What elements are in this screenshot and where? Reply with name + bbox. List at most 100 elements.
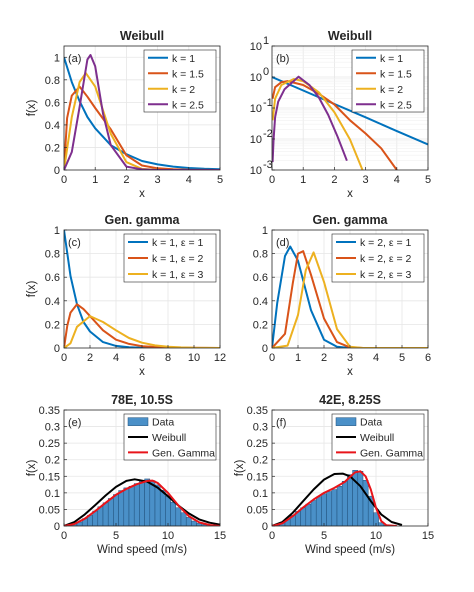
legend-label: Data xyxy=(360,417,382,429)
histogram-bar xyxy=(362,480,369,526)
y-tick-label-exponent: 1 xyxy=(263,35,269,47)
x-tick-label: 0 xyxy=(269,530,275,542)
x-axis-label: x xyxy=(139,366,145,378)
x-tick-label: 5 xyxy=(321,530,327,542)
x-tick-label: 8 xyxy=(165,352,171,364)
panel-e: 0 5 10 15 0 0.05 0.1 0.15 0.2 0.25 0.3 0.35 78E, 10.… xyxy=(26,393,226,556)
y-tick-label: 0.8 xyxy=(45,75,60,87)
histogram-bar xyxy=(170,501,177,526)
y-tick-label: 0.4 xyxy=(253,296,268,308)
histogram-bar xyxy=(159,489,166,526)
y-tick-label: 0.05 xyxy=(247,504,268,516)
y-tick-label: 0.6 xyxy=(45,97,60,109)
series-line xyxy=(272,470,397,526)
panel-label: (e) xyxy=(68,417,81,429)
legend-box xyxy=(351,49,425,113)
y-tick-label-base: 10 xyxy=(250,41,262,53)
x-tick-label: 0 xyxy=(269,174,275,186)
series-line xyxy=(64,315,220,348)
y-tick-label: 0 xyxy=(262,343,268,355)
series-line xyxy=(272,76,428,146)
series-line xyxy=(272,245,428,348)
x-tick-label: 4 xyxy=(113,352,119,364)
histogram-bar xyxy=(305,503,312,526)
x-tick-label: 0 xyxy=(61,174,67,186)
series-line xyxy=(272,251,428,348)
legend-label: k = 2.5 xyxy=(172,99,204,111)
panel-title: Weibull xyxy=(120,29,164,43)
legend: k = 1 k = 1.5 k = 2 k = 2.5 xyxy=(143,49,217,113)
legend: Data Weibull Gen. Gamma xyxy=(331,413,425,461)
legend-label: k = 2, ε = 3 xyxy=(360,269,412,281)
axes-box xyxy=(63,45,221,171)
x-tick-label: 6 xyxy=(425,352,431,364)
series-line xyxy=(64,54,220,170)
y-tick-label: 0.2 xyxy=(253,319,268,331)
legend-box xyxy=(143,49,217,113)
y-tick-label: 1 xyxy=(262,225,268,237)
legend-label: k = 2, ε = 2 xyxy=(360,253,412,265)
x-tick-label: 2 xyxy=(321,352,327,364)
x-tick-label: 1 xyxy=(92,174,98,186)
panel-title: Gen. gamma xyxy=(312,213,388,227)
histogram-bar xyxy=(310,500,317,526)
legend: k = 1 k = 1.5 k = 2 k = 2.5 xyxy=(351,49,425,113)
x-tick-label: 2 xyxy=(123,174,129,186)
histogram-bar xyxy=(154,484,161,526)
y-tick-label: 0.8 xyxy=(253,249,268,261)
y-axis-label: f(x) xyxy=(26,100,38,117)
y-tick-label: 0.2 xyxy=(45,455,60,467)
axes-box xyxy=(63,409,221,527)
x-tick-label: 4 xyxy=(394,174,400,186)
x-tick-label: 5 xyxy=(217,174,223,186)
histogram-bar xyxy=(139,480,145,526)
legend-label: k = 1 xyxy=(380,53,403,65)
histogram-bar xyxy=(326,491,333,526)
legend: Data Weibull Gen. Gamma xyxy=(123,413,217,461)
histogram-bar xyxy=(191,520,197,526)
histogram-bar xyxy=(321,493,327,526)
y-tick-label: 0.6 xyxy=(253,272,268,284)
y-tick-label-base: 10 xyxy=(250,134,262,146)
panel-label: (c) xyxy=(68,237,81,249)
x-axis-label: x xyxy=(139,188,145,200)
legend-label: Data xyxy=(152,417,174,429)
y-tick-label: 0 xyxy=(262,521,268,533)
y-tick-label: 0.2 xyxy=(45,142,60,154)
x-tick-label: 10 xyxy=(370,530,382,542)
legend: k = 2, ε = 1 k = 2, ε = 2 k = 2, ε = 3 xyxy=(331,233,425,283)
legend-label: Gen. Gamma xyxy=(152,447,215,459)
legend-label: Gen. Gamma xyxy=(360,447,423,459)
x-tick-label: 5 xyxy=(425,174,431,186)
x-tick-label: 1 xyxy=(295,352,301,364)
y-axis-label: f(x) xyxy=(234,460,246,477)
axes-box xyxy=(271,409,429,527)
plot-content xyxy=(272,75,428,170)
series-line xyxy=(64,479,220,526)
histogram-bar xyxy=(107,498,114,526)
y-tick-label: 0.3 xyxy=(45,422,60,434)
panel-c: 0 2 4 6 8 10 12 0 0.2 0.4 0.6 0.8 1 Gen. gamma x f(x) (c… xyxy=(26,213,226,378)
x-tick-label: 1 xyxy=(300,174,306,186)
x-axis-label: x xyxy=(347,366,353,378)
y-tick-label: 0.25 xyxy=(247,438,268,450)
legend-label: k = 2, ε = 1 xyxy=(360,237,412,249)
y-tick-label: 0.2 xyxy=(253,455,268,467)
y-tick-label: 0.6 xyxy=(45,272,60,284)
x-tick-label: 0 xyxy=(269,352,275,364)
panel-label: (b) xyxy=(276,53,289,65)
histogram-bar xyxy=(144,478,151,526)
x-tick-label: 10 xyxy=(188,352,200,364)
histogram-bar xyxy=(128,485,135,526)
x-tick-label: 3 xyxy=(363,174,369,186)
legend-label: Weibull xyxy=(152,432,186,444)
x-tick-label: 5 xyxy=(399,352,405,364)
legend-label: k = 2.5 xyxy=(380,99,412,111)
y-tick-label: 0.35 xyxy=(39,405,60,417)
x-tick-label: 3 xyxy=(155,174,161,186)
y-tick-label-exponent: -1 xyxy=(263,97,273,109)
panel-title: Weibull xyxy=(328,29,372,43)
x-tick-label: 4 xyxy=(186,174,192,186)
panel-label: (f) xyxy=(276,417,286,429)
